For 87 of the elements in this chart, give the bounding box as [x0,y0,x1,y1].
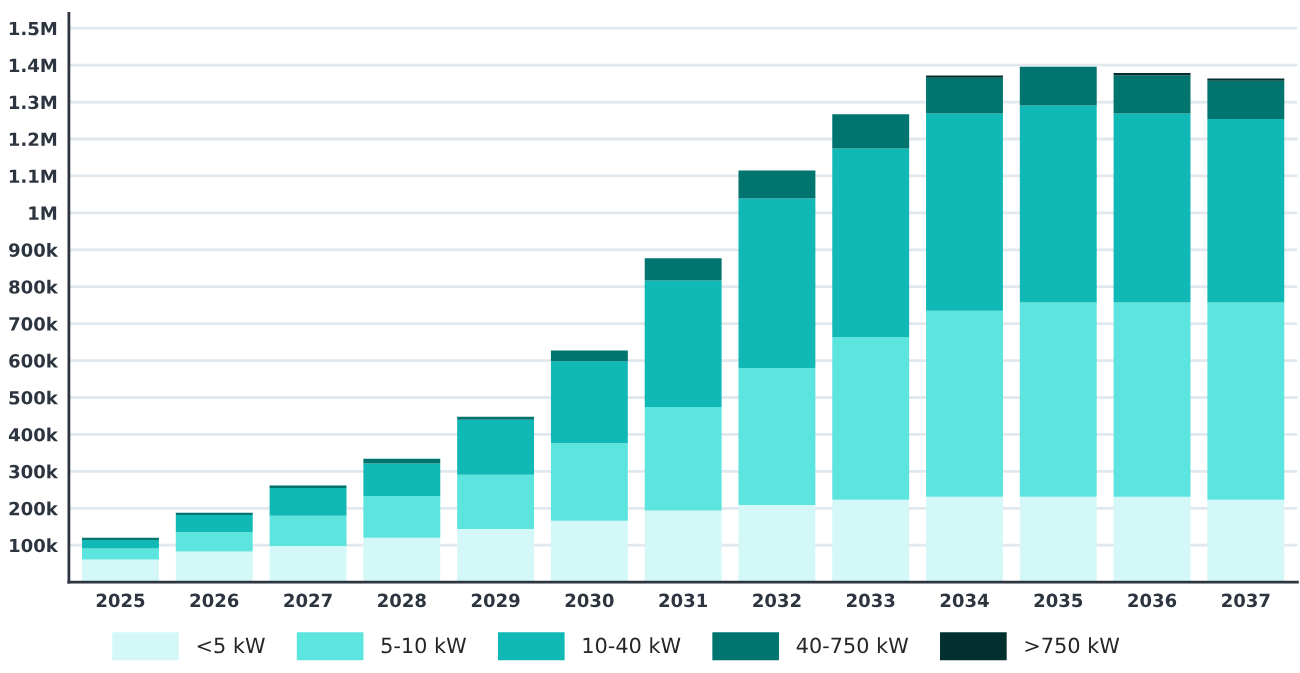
bar [738,170,816,199]
bar [269,545,347,583]
bar [175,514,253,533]
x-tick-label: 2028 [378,593,426,608]
bar [832,337,910,500]
bar [738,198,816,368]
bar [1207,302,1285,500]
legend-label: <5 kW [197,637,265,654]
x-tick-label: 2034 [940,593,989,608]
bar [550,520,628,583]
bar [457,474,535,529]
y-tick-label: 300k [9,464,59,479]
bar [82,540,159,549]
bar [1113,496,1191,583]
y-tick-label: 200k [9,501,59,516]
bar [550,361,628,444]
bar [1019,302,1097,497]
x-tick-label: 2037 [1222,593,1270,608]
bar [644,280,722,408]
bar [363,458,441,464]
bar [738,367,816,505]
y-tick-label: 800k [9,279,59,294]
legend-label: 10-40 kW [583,637,681,654]
bar [269,515,347,546]
bar [926,77,1003,114]
legend-label: >750 kW [1025,637,1120,654]
legend-label: 5-10 kW [381,637,467,654]
y-tick-label: 1.1M [9,169,57,183]
x-tick-label: 2035 [1034,593,1083,608]
y-tick-label: 1M [29,206,57,220]
bar [644,258,722,281]
y-tick-label: 500k [9,390,59,405]
y-tick-label: 600k [9,353,59,368]
bar [363,463,441,497]
bar [175,512,253,515]
bar [550,443,628,521]
x-tick-label: 2026 [190,593,239,608]
bar [644,510,722,583]
bar [926,310,1003,497]
bar [926,496,1003,583]
x-tick-label: 2031 [659,593,708,608]
bar [269,487,347,516]
bar [175,551,253,583]
x-tick-label: 2030 [565,593,614,608]
bar [82,559,159,583]
bar [1113,75,1191,114]
bar [82,548,159,560]
bar [926,75,1003,78]
bar [738,504,816,583]
bar [269,485,347,488]
y-tick-label: 1.4M [9,58,57,73]
bar [1207,499,1285,583]
legend-label: 40-750 kW [796,637,909,654]
y-tick-label: 900k [9,242,59,257]
bar [363,496,441,538]
y-tick-label: 1.3M [9,95,57,110]
bar [926,113,1003,311]
bar [832,114,910,149]
y-tick-label: 700k [9,316,59,331]
x-tick-label: 2033 [847,593,895,608]
y-tick-label: 100k [10,538,59,553]
bar [1019,66,1097,106]
bar [1019,105,1097,303]
bar [1113,302,1191,497]
x-tick-label: 2036 [1128,593,1177,608]
bar [1019,496,1097,583]
bar [1207,119,1285,303]
bar [832,148,910,338]
bar [644,407,722,511]
y-tick-label: 400k [8,427,59,442]
bar [457,419,535,475]
bar [832,499,910,583]
x-tick-label: 2027 [284,593,332,608]
bar [1207,78,1285,81]
x-tick-label: 2025 [96,593,145,608]
bar [175,532,253,552]
bar [1113,113,1191,303]
bar [457,528,535,583]
x-tick-label: 2029 [471,593,520,608]
y-tick-label: 1.5M [9,21,57,36]
y-tick-label: 1.2M [9,132,57,146]
bar [82,537,159,541]
bar [363,537,441,583]
x-tick-label: 2032 [753,593,801,608]
bar [457,416,535,420]
bar [1207,80,1285,120]
bar [550,350,628,362]
